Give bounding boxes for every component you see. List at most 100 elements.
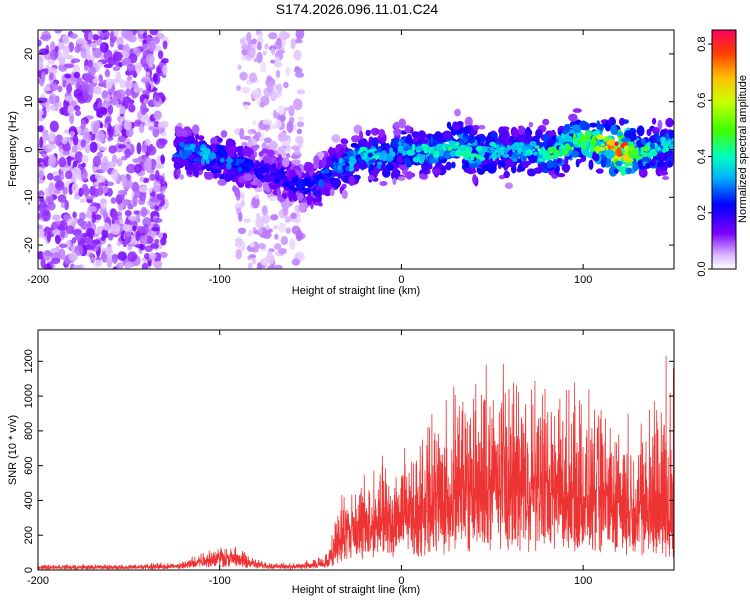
spectrogram-noise-blob (117, 144, 127, 149)
spectrogram-noise-blob (81, 80, 89, 93)
spectrogram-signal-blob (276, 187, 281, 198)
spectrogram-noise-blob (60, 202, 65, 209)
spectrogram-core-blob (448, 140, 457, 145)
spectrogram-noise-blob (122, 224, 132, 231)
spectrogram-noise-blob (38, 158, 44, 163)
spectrogram-signal-blob (321, 157, 327, 168)
spectrogram-signal-blob (226, 169, 237, 175)
spectrogram-signal-blob (417, 130, 427, 141)
spectrogram-signal-blob (322, 172, 328, 181)
spectrogram-noise-blob (124, 148, 131, 159)
spectrogram-core-blob (270, 172, 275, 176)
spectrogram-signal-blob (564, 156, 569, 166)
spectrogram-noise-blob (162, 64, 168, 76)
spectrogram-core-blob (423, 149, 429, 154)
spectrogram-signal-blob (248, 130, 254, 135)
spectrogram-noise-blob (78, 187, 84, 197)
snr-frame (37, 329, 675, 571)
spectrogram-core-blob (559, 148, 563, 156)
spectrogram-noise-blob (249, 254, 257, 259)
spectrogram-signal-blob (323, 186, 332, 197)
spectrogram-core-blob (403, 146, 409, 152)
spectrogram-noise-blob (126, 174, 132, 181)
spectrogram-signal-blob (303, 161, 314, 173)
spectrogram-noise-blob (52, 229, 62, 235)
spectrogram-noise-blob (64, 199, 69, 211)
spectrogram-noise-blob (265, 224, 270, 231)
spectrogram-xtick-label: 100 (574, 274, 592, 286)
snr-ytick-label: 600 (23, 456, 35, 474)
spectrogram-signal-blob (576, 159, 583, 164)
spectrogram-noise-blob (256, 262, 262, 269)
spectrogram-signal-blob (667, 161, 673, 167)
spectrogram-noise-blob (248, 72, 258, 83)
spectrogram-xtick-label: 0 (398, 274, 404, 286)
spectrogram-noise-blob (79, 198, 86, 204)
spectrogram-core-blob (318, 179, 322, 188)
spectrogram-noise-blob (234, 241, 243, 248)
spectrogram-noise-blob (291, 225, 301, 235)
spectrogram-noise-blob (123, 119, 132, 131)
spectrogram-signal-blob (392, 177, 397, 185)
spectrogram-noise-blob (147, 145, 157, 156)
spectrogram-noise-blob (144, 253, 150, 260)
spectrogram-core-blob (546, 154, 551, 161)
spectrogram-noise-blob (43, 263, 52, 269)
spectrogram-core-blob (595, 134, 604, 140)
spectrogram-core-blob (289, 180, 294, 187)
spectrogram-signal-blob (608, 166, 618, 177)
snr-ytick-label: 1200 (23, 349, 35, 373)
spectrogram-core-blob (641, 152, 649, 158)
spectrogram-noise-blob (262, 119, 273, 125)
spectrogram-noise-blob (153, 96, 163, 108)
spectrogram-signal-blob (262, 174, 273, 183)
spectrogram-noise-blob (132, 158, 142, 163)
spectrogram-noise-blob (84, 195, 95, 200)
snr-xtick-label: -200 (27, 575, 49, 587)
spectrogram-noise-blob (58, 56, 66, 66)
spectrogram-noise-blob (93, 259, 103, 268)
spectrogram-core-blob (614, 141, 619, 146)
spectrogram-noise-blob (91, 212, 97, 224)
spectrogram-noise-blob (80, 119, 86, 130)
spectrogram-noise-blob (74, 245, 84, 256)
spectrogram-noise-blob (293, 49, 302, 61)
spectrogram-core-blob (511, 157, 518, 162)
spectrogram-core-blob (622, 154, 630, 162)
spectrogram-core-blob (381, 150, 387, 156)
spectrogram-noise-blob (125, 88, 132, 97)
spectrogram-ytick-label: -10 (23, 189, 35, 205)
spectrogram-noise-blob (60, 173, 65, 181)
spectrogram-noise-blob (247, 230, 253, 237)
spectrogram-core-blob (502, 153, 510, 158)
spectrogram-core-blob (179, 141, 185, 147)
spectrogram-signal-blob (615, 160, 623, 167)
spectrogram-noise-blob (237, 227, 247, 234)
spectrogram-noise-blob (57, 194, 67, 203)
spectrogram-noise-blob (52, 171, 59, 176)
spectrogram-noise-blob (263, 137, 272, 144)
spectrogram-noise-blob (243, 218, 251, 223)
spectrogram-core-blob (652, 151, 657, 156)
spectrogram-noise-blob (252, 120, 257, 125)
spectrogram-noise-blob (107, 104, 114, 115)
spectrogram-noise-blob (48, 93, 57, 105)
spectrogram-noise-blob (69, 112, 75, 125)
spectrogram-core-blob (490, 147, 496, 154)
spectrogram-signal-blob (186, 136, 195, 141)
spectrogram-noise-blob (40, 257, 46, 269)
spectrogram-core-blob (309, 180, 316, 186)
spectrogram-signal-blob (365, 129, 371, 137)
spectrogram-noise-blob (122, 57, 132, 67)
spectrogram-noise-blob (131, 181, 140, 193)
spectrogram-noise-blob (120, 105, 126, 115)
spectrogram-signal-blob (379, 181, 388, 186)
spectrogram-noise-blob (38, 201, 48, 214)
spectrogram-noise-blob (99, 199, 107, 204)
spectrogram-signal-blob (346, 169, 352, 179)
spectrogram-core-blob (208, 152, 217, 160)
spectrogram-noise-blob (108, 145, 117, 154)
spectrogram-noise-blob (68, 253, 79, 261)
spectrogram-noise-blob (285, 66, 291, 76)
spectrogram-signal-blob (442, 130, 453, 140)
